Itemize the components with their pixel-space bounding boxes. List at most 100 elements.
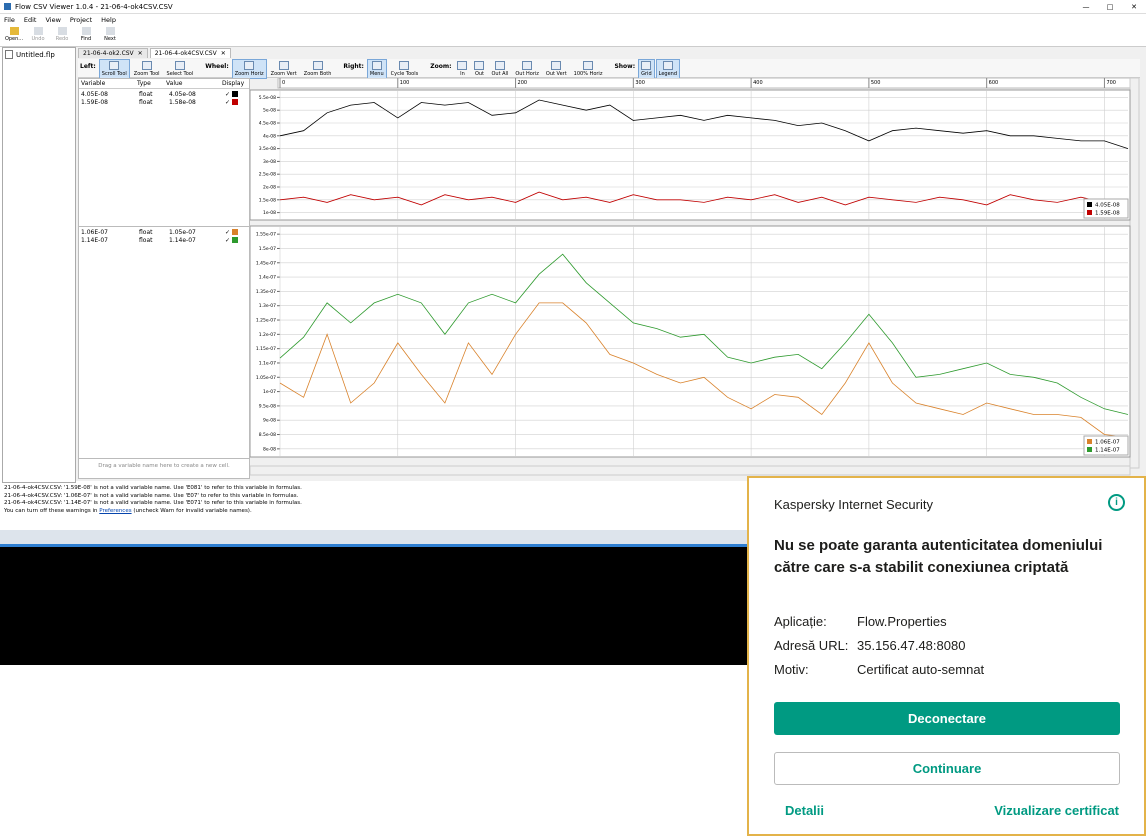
checkmark: ✓ [225,228,231,236]
y-tick-label: 1.25e-07 [256,318,276,324]
table-footer: Drag a variable name here to create a ne… [98,463,230,469]
checkmark: ✓ [225,236,231,244]
ribbon-button[interactable]: Zoom Tool [131,59,163,79]
ribbon-button[interactable]: Zoom Horiz [231,59,267,79]
tab-close[interactable]: ✕ [137,50,143,57]
toolbar-button[interactable]: Undo [26,26,50,42]
table-text: float [139,98,153,106]
ribbon-label: Out Vert [545,71,567,77]
menu-item[interactable]: View [45,15,61,24]
project-item[interactable]: Untitled.flp [5,50,73,59]
ribbon-button[interactable]: Out All [488,59,511,79]
maximize-button[interactable]: □ [1106,2,1114,11]
ribbon-group-label: Zoom: [430,63,452,70]
column-header: Variable [81,80,106,87]
accent-line [0,544,748,547]
log-line: You can turn off these warnings in Prefe… [4,508,744,516]
menu-item[interactable]: File [4,15,15,24]
toolbar-icon [81,27,91,35]
table-text: 1.14e-07 [169,236,196,244]
tab[interactable]: 21-06-4-ok2.CSV ✕ [78,48,148,58]
tab-label: 21-06-4-ok4CSV.CSV [154,50,217,57]
ribbon-button[interactable]: Cycle Tools [388,59,422,79]
popup-app: Kaspersky Internet Security [774,497,933,512]
ribbon-button[interactable]: Select Tool [164,59,197,79]
ribbon-label: Menu [369,71,384,77]
x-tick-label: 200 [518,80,528,86]
y-tick-label: 2e-08 [263,185,276,191]
menu-item[interactable]: Project [69,15,93,24]
menu-item[interactable]: Help [101,15,116,24]
y-tick-label: 1.4e-07 [259,275,276,281]
display-toggle[interactable]: ✓ [225,228,239,236]
toolbar-button[interactable]: Redo [50,26,74,42]
toolbar-icon [9,27,19,35]
menu-item[interactable]: Edit [23,15,37,24]
detail-value: 35.156.47.48:8080 [857,638,966,653]
ribbon-group: Show: Grid Legend [612,59,681,79]
preferences-link[interactable]: Preferences [99,507,132,514]
plot-background [250,225,1131,458]
y-tick-label: 1.5e-07 [259,246,276,252]
tab[interactable]: 21-06-4-ok4CSV.CSV ✕ [149,48,231,58]
ribbon-button[interactable]: 100% Horiz [571,59,606,79]
table-row: 4.05E-08 float 4.05e-08 ✓ [79,90,249,98]
y-tick-label: 1.1e-07 [259,360,276,366]
ribbon-icon [494,61,505,70]
x-tick-label: 100 [400,80,410,86]
continue-button[interactable]: Continuare [774,752,1120,785]
x-tick-label: 600 [989,80,999,86]
ribbon-button[interactable]: Out Horiz [512,59,542,79]
tab-label: 21-06-4-ok2.CSV [83,50,134,57]
ribbon-button[interactable]: In [454,59,470,79]
legend-swatch [1087,439,1092,444]
table-text: 4.05e-08 [169,90,196,98]
details-link[interactable]: Detalii [785,803,825,818]
toolbar-button[interactable]: Open... [2,26,26,42]
black-region [0,547,748,665]
ribbon-button[interactable]: Zoom Both [301,59,335,79]
ribbon-button[interactable]: Zoom Vert [268,59,300,79]
table-row: 1.06E-07 float 1.05e-07 ✓ [79,228,249,236]
ribbon-label: Zoom Both [303,71,332,77]
v-scrollbar [1129,78,1140,469]
y-tick-label: 1.3e-07 [259,303,276,309]
toolbar-label: Find [80,36,92,42]
ribbon-icon [371,61,382,70]
ribbon-button[interactable]: Menu [366,59,387,79]
y-tick-label: 1e-07 [263,389,276,395]
display-toggle[interactable]: ✓ [225,236,239,244]
ribbon-button[interactable]: Scroll Tool [98,59,130,79]
toolbar-icon [33,27,43,35]
legend-swatch [1087,210,1092,215]
y-tick-label: 1.15e-07 [256,346,276,352]
minimize-button[interactable]: — [1082,2,1090,11]
toolbar-button[interactable]: Next [98,26,122,42]
window-title: Flow CSV Viewer 1.0.4 - 21-06-4-ok4CSV.C… [15,2,173,11]
y-tick-label: 5e-08 [263,108,276,114]
column-header: Value [166,80,183,87]
display-toggle[interactable]: ✓ [225,99,239,106]
info-icon[interactable]: i [1108,494,1125,511]
detail-value: Certificat auto-semnat [857,662,985,677]
tab-close[interactable]: ✕ [220,50,226,57]
detail-row: Aplicație: Flow.Properties [774,614,984,638]
ribbon-button[interactable]: Grid [638,59,655,79]
certificate-link[interactable]: Vizualizare certificat [994,803,1119,818]
ribbon-button[interactable]: Legend [655,59,680,79]
table-text: 1.06E-07 [81,228,108,236]
ribbon-group: Right: Menu Cycle Tools [341,59,422,79]
ribbon-button[interactable]: Out [471,59,487,79]
popup-heading: Nu se poate garanta autenticitatea domen… [774,537,1103,576]
ribbon-label: Out Horiz [515,71,539,77]
legend-label: 1.06E-07 [1095,440,1120,446]
series-line [279,99,1129,149]
display-toggle[interactable]: ✓ [225,91,239,98]
legend-label: 1.14E-07 [1095,448,1120,454]
ribbon-button[interactable]: Out Vert [543,59,570,79]
close-button[interactable]: ✕ [1131,2,1137,11]
table-row: 1.14E-07 float 1.14e-07 ✓ [79,236,249,244]
ribbon-icon [141,61,152,70]
toolbar-button[interactable]: Find [74,26,98,42]
disconnect-button[interactable]: Deconectare [774,702,1120,735]
